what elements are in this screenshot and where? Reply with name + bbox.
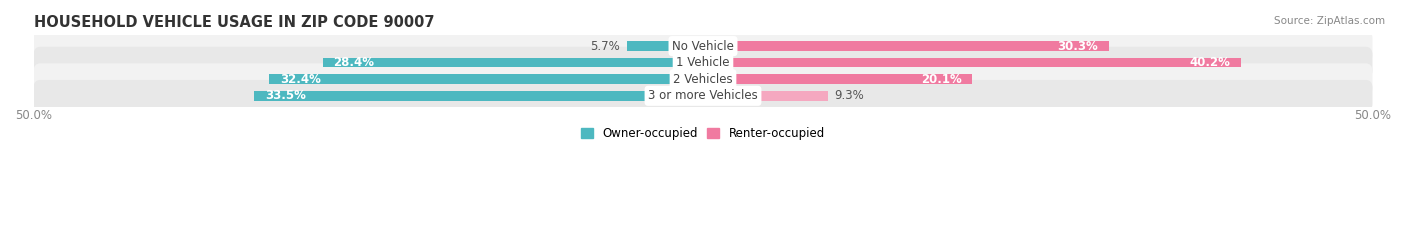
Text: HOUSEHOLD VEHICLE USAGE IN ZIP CODE 90007: HOUSEHOLD VEHICLE USAGE IN ZIP CODE 9000…: [34, 15, 434, 30]
FancyBboxPatch shape: [34, 47, 1372, 79]
FancyBboxPatch shape: [34, 30, 1372, 62]
Text: 3 or more Vehicles: 3 or more Vehicles: [648, 89, 758, 102]
Text: 5.7%: 5.7%: [591, 40, 620, 53]
Text: 28.4%: 28.4%: [333, 56, 374, 69]
Bar: [269, 74, 703, 84]
Bar: [627, 41, 703, 51]
Bar: [703, 91, 828, 101]
FancyBboxPatch shape: [34, 63, 1372, 95]
Text: 9.3%: 9.3%: [834, 89, 863, 102]
Text: 32.4%: 32.4%: [280, 73, 321, 86]
Bar: [703, 41, 1109, 51]
Text: 30.3%: 30.3%: [1057, 40, 1098, 53]
FancyBboxPatch shape: [34, 80, 1372, 112]
Bar: [254, 91, 703, 101]
Text: 2 Vehicles: 2 Vehicles: [673, 73, 733, 86]
Legend: Owner-occupied, Renter-occupied: Owner-occupied, Renter-occupied: [581, 127, 825, 140]
Text: 40.2%: 40.2%: [1189, 56, 1230, 69]
Text: No Vehicle: No Vehicle: [672, 40, 734, 53]
Text: Source: ZipAtlas.com: Source: ZipAtlas.com: [1274, 16, 1385, 26]
Text: 33.5%: 33.5%: [266, 89, 307, 102]
Text: 1 Vehicle: 1 Vehicle: [676, 56, 730, 69]
Text: 20.1%: 20.1%: [921, 73, 962, 86]
Bar: [703, 58, 1241, 68]
Bar: [703, 74, 972, 84]
Bar: [323, 58, 703, 68]
